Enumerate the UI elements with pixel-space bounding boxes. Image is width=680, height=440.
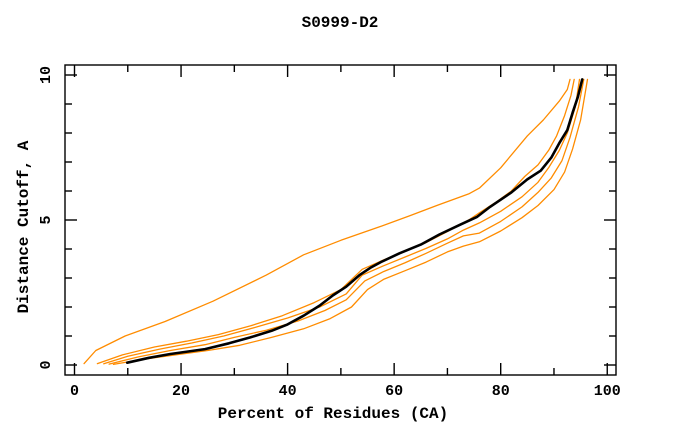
x-tick-label: 0 [70, 383, 79, 400]
curve-reference-black [125, 78, 584, 365]
curve-model-orange-3 [103, 78, 581, 365]
y-tick-label: 0 [38, 360, 55, 369]
curve-model-orange-1 [83, 78, 571, 365]
curve-model-orange-4 [108, 78, 585, 365]
x-tick-label: 60 [385, 383, 403, 400]
x-tick-label: 20 [172, 383, 190, 400]
x-tick-label: 80 [492, 383, 510, 400]
y-tick-label: 5 [38, 215, 55, 224]
curve-model-orange-2 [96, 78, 575, 365]
curve-model-orange-5 [112, 78, 589, 366]
x-tick-label: 40 [279, 383, 297, 400]
x-tick-label: 100 [594, 383, 621, 400]
x-axis-label: Percent of Residues (CA) [217, 405, 449, 423]
y-tick-label: 10 [38, 66, 55, 84]
plot-title: S0999-D2 [301, 14, 379, 32]
